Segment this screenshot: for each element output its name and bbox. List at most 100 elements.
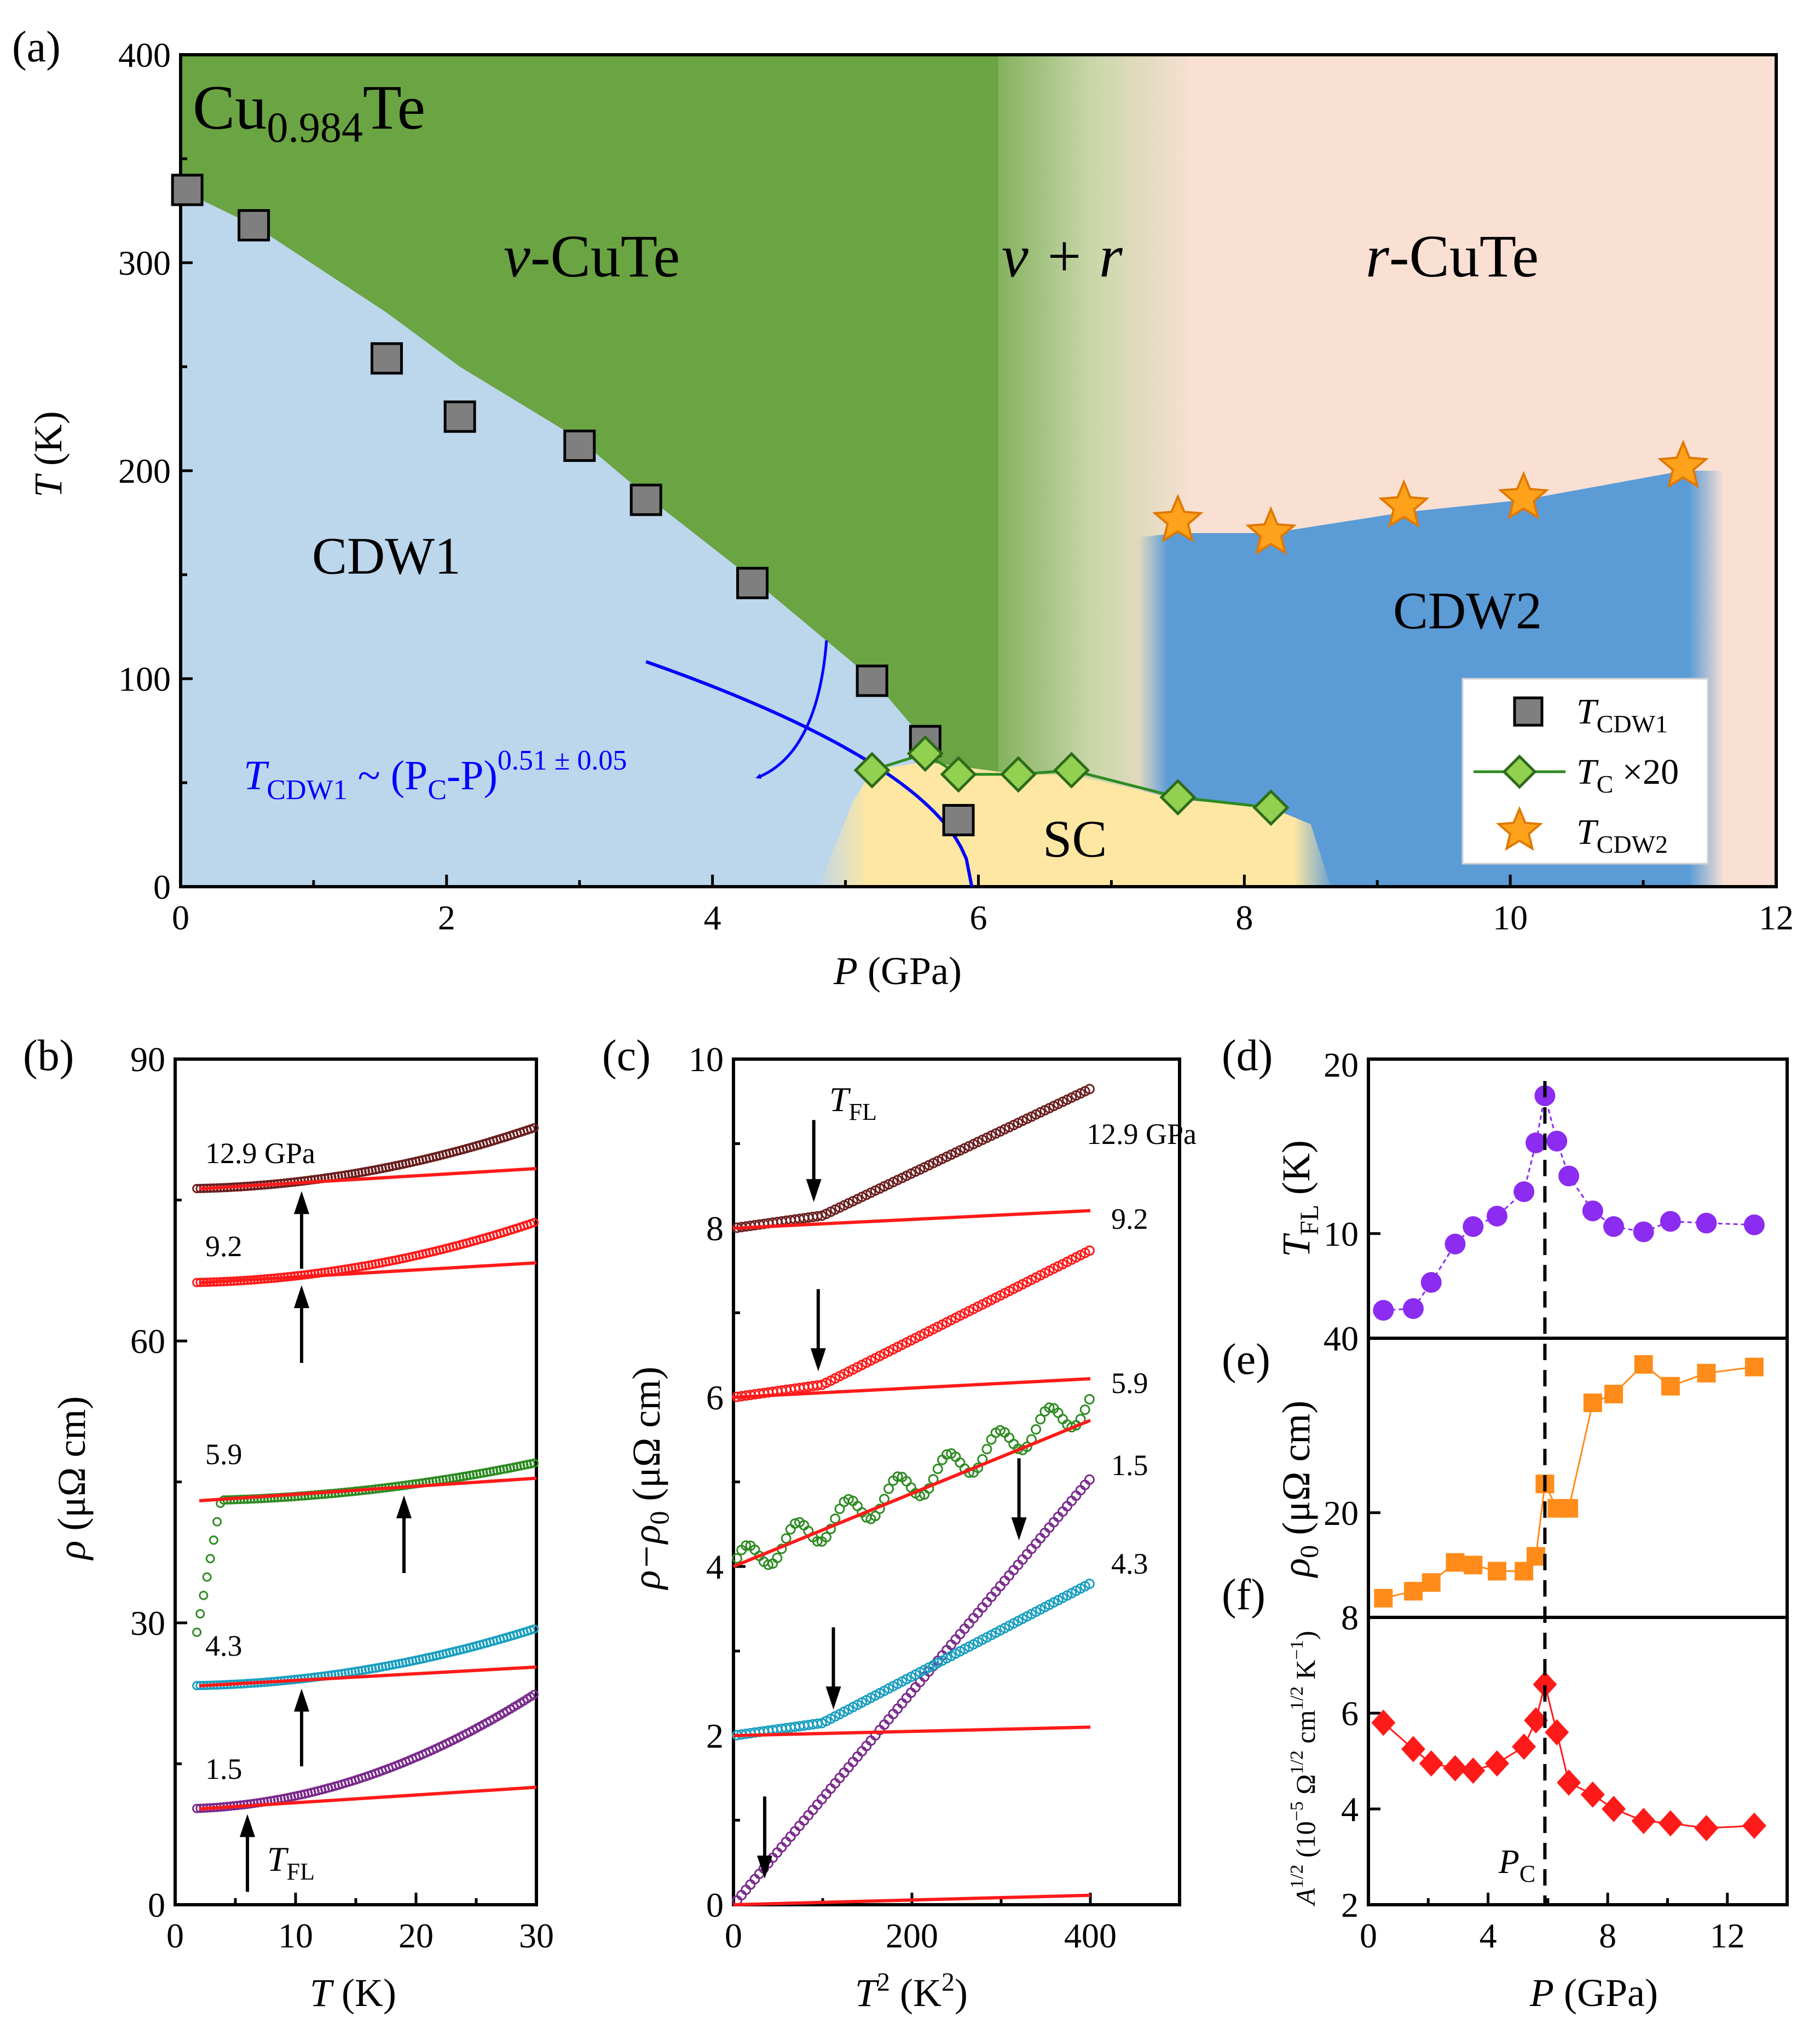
x-tick-label: 0 (172, 898, 189, 937)
panel-b-point (303, 1490, 313, 1500)
panel-e-point (1634, 1355, 1653, 1374)
fit-mid: ~ (P (348, 753, 428, 799)
panel-c-ylabel: ρ−ρ0 (μΩ cm) (625, 1367, 674, 1591)
panel-a-marks (171, 174, 1709, 887)
panel-f-point (1742, 1812, 1766, 1839)
panel-d-point (1546, 1130, 1568, 1152)
panel-e-point (1661, 1377, 1680, 1396)
y-tick-label: 20 (1324, 1494, 1359, 1533)
panel-d-point (1486, 1205, 1507, 1227)
y-tick-label: 8 (1341, 1598, 1359, 1637)
y-tick-label: 0 (148, 1886, 165, 1924)
panel-f-xunit: (GPa) (1554, 1971, 1658, 2015)
panel-c-xsup: 2 (877, 1968, 890, 1997)
panel-d-point (1603, 1216, 1625, 1237)
tc-point (999, 756, 1037, 793)
panel-e-point (1422, 1573, 1441, 1592)
panel-b-point (212, 1517, 222, 1527)
panel-f-point (1443, 1755, 1467, 1782)
panel-b-fit-line (199, 1167, 537, 1190)
panel-b-point (290, 1491, 299, 1501)
tc-point (1252, 789, 1290, 826)
panel-c-point (732, 1553, 742, 1564)
panel-c-point (785, 1524, 796, 1535)
panel-f-point (1371, 1709, 1396, 1736)
panel-a-axes: 0 2 4 6 8 10 12 0 100 200 300 400 (118, 36, 1794, 937)
x-tick-label: 200 (886, 1916, 938, 1955)
compound-subscript: 0.984 (267, 103, 363, 151)
panel-b-point (259, 1494, 269, 1504)
panel-b-point (297, 1491, 307, 1501)
y-tick-label: 30 (130, 1604, 165, 1643)
y-tick-label: 8 (1341, 1598, 1359, 1637)
panel-b-point (313, 1490, 323, 1500)
panel-b-tfl-arrow-head (396, 1495, 412, 1518)
panel-e-point (1559, 1499, 1579, 1518)
region-label-cdw1: CDW1 (312, 527, 461, 585)
x-tick-label: 12 (1759, 898, 1794, 937)
fit-curve (645, 660, 974, 887)
x-tick-label: 12 (1710, 1916, 1745, 1955)
panel-c-point (932, 1464, 943, 1475)
panel-c-point (821, 1531, 831, 1542)
y-tick-label: 400 (118, 36, 171, 74)
y-tick-label: 0 (706, 1886, 724, 1924)
panel-c-xunit: (K (890, 1971, 941, 2015)
panel-b-point (310, 1490, 320, 1500)
panel-c-xunit-sup: 2 (941, 1968, 955, 1997)
panel-d-point (1463, 1216, 1484, 1237)
panel-d-point (1633, 1221, 1654, 1242)
panel-d-ylabel: TFL (K) (1274, 1140, 1324, 1257)
panel-b-tfl-arrow-head (294, 1689, 309, 1712)
tcdw1-point (371, 342, 403, 375)
panel-f-point (1658, 1810, 1683, 1837)
panel-e-ylabel: ρ0 (μΩ cm) (1274, 1401, 1324, 1579)
panel-b-point (529, 1123, 539, 1133)
tc-point (1053, 751, 1090, 789)
pc-var: P (1498, 1843, 1519, 1881)
legend-sub-tc: C (1597, 770, 1614, 798)
panel-c-point (812, 1536, 823, 1547)
panel-d-point (1513, 1181, 1535, 1202)
panel-f-yunit-rest: Ω (1290, 1774, 1321, 1801)
fit-sub: CDW1 (267, 774, 347, 806)
panel-b-tfl-var: T (267, 1840, 289, 1878)
legend-label-tc: TC ×20 (1576, 752, 1679, 798)
tcdw1-point (942, 803, 975, 836)
panel-c-point (1044, 1402, 1055, 1413)
legend-sub-tcdw1: CDW1 (1597, 710, 1668, 738)
panel-f-point (1533, 1671, 1557, 1698)
panel-f-point (1512, 1733, 1536, 1760)
panel-a-yvar: T (26, 473, 70, 498)
panel-b-point (199, 1591, 209, 1600)
tcdw2-point (1498, 471, 1550, 520)
region-label-v-plus-r: v + r (1002, 223, 1123, 290)
y-tick-label: 60 (130, 1322, 165, 1361)
panel-c-fit-line (733, 1725, 1091, 1737)
tcdw1-point (238, 209, 270, 242)
panel-f-line (1383, 1684, 1754, 1829)
panel-c-point (812, 1380, 823, 1391)
panel-c-xlabel: T2 (K2) (855, 1968, 968, 2015)
tc-point (940, 756, 977, 793)
legend: TCDW1 TC ×20 TCDW2 (1461, 678, 1709, 865)
panel-b-point (317, 1489, 326, 1499)
panel-e-point (1487, 1562, 1506, 1581)
panel-d-ysub: FL (1295, 1205, 1324, 1235)
y-tick-label: 20 (1324, 1045, 1359, 1084)
panel-d-point (1526, 1132, 1546, 1153)
y-tick-label: 200 (118, 452, 171, 490)
panel-f-xlabel: P (GPa) (1529, 1971, 1658, 2015)
panel-f-ysup2: 1/2 (1287, 1750, 1307, 1774)
y-tick-label: 10 (1324, 1215, 1359, 1253)
panel-f-label: (f) (1222, 1571, 1266, 1619)
tc-point (1159, 779, 1197, 816)
panel-e-point (1527, 1547, 1545, 1566)
panel-b-xlabel: T (K) (310, 1971, 396, 2015)
panel-b-xunit: (K) (332, 1971, 396, 2015)
panel-c-tfl-var: T (829, 1080, 851, 1119)
tcdw2-point (1245, 506, 1297, 555)
panel-e-point (1604, 1385, 1623, 1403)
